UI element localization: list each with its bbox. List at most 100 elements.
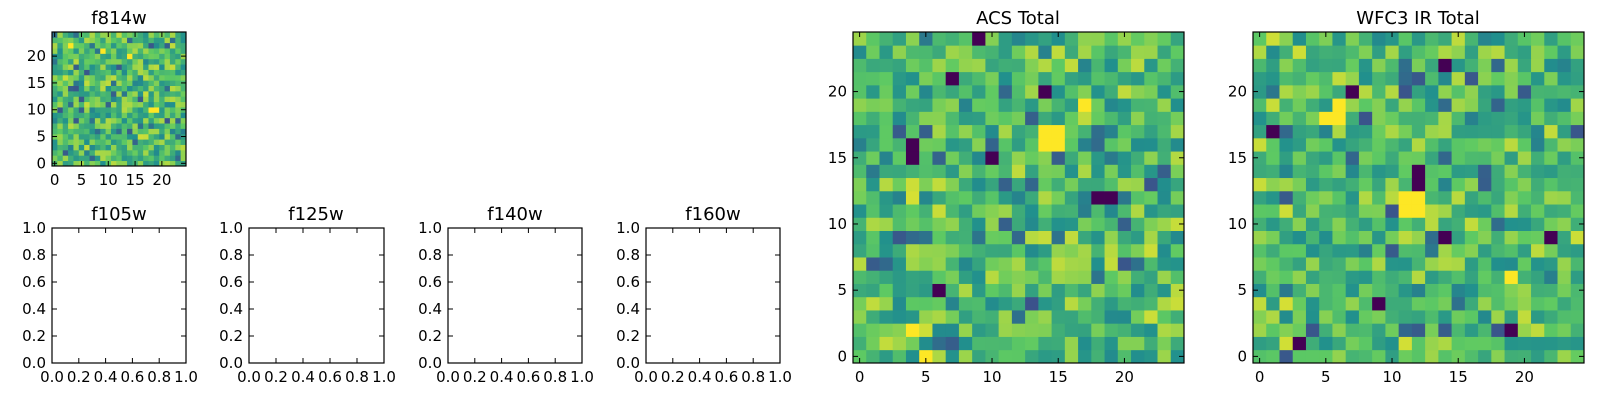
heatmap-cell: [985, 84, 1000, 99]
heatmap-cell: [879, 45, 894, 59]
heatmap-cell: [116, 133, 123, 140]
heatmap-cell: [169, 112, 176, 119]
heatmap-cell: [866, 98, 880, 112]
heatmap-cell: [116, 80, 123, 86]
heatmap-cell: [153, 85, 160, 92]
heatmap-cell: [105, 64, 112, 70]
heatmap-cell: [853, 32, 867, 46]
heatmap-cell: [958, 230, 973, 245]
heatmap-cell: [1266, 58, 1280, 73]
heatmap-cell: [1091, 164, 1105, 179]
heatmap-cell: [143, 32, 149, 38]
heatmap-cell: [1438, 323, 1452, 337]
heatmap-cell: [1411, 296, 1426, 311]
heatmap-cell: [1544, 84, 1558, 99]
heatmap-cell: [1144, 349, 1158, 364]
heatmap-cell: [1451, 71, 1466, 86]
heatmap-cell: [1504, 124, 1519, 139]
heatmap-cell: [1051, 310, 1066, 324]
heatmap-cell: [143, 155, 149, 162]
heatmap-cell: [100, 32, 106, 38]
heatmap-cell: [1292, 217, 1307, 231]
heatmap-cell: [1279, 32, 1294, 46]
heatmap-cell: [945, 310, 960, 324]
heatmap-cell: [1051, 243, 1066, 258]
heatmap-cell: [853, 151, 867, 165]
heatmap-cell: [1279, 310, 1294, 324]
heatmap-cell: [180, 32, 187, 38]
x-tick-label: 1.0: [174, 368, 198, 386]
heatmap-cell: [972, 151, 986, 165]
heatmap-cell: [137, 69, 144, 76]
heatmap-cell: [866, 270, 880, 284]
heatmap-cell: [148, 149, 155, 156]
heatmap-cell: [1051, 58, 1066, 73]
heatmap-cell: [1292, 164, 1307, 179]
heatmap-cell: [1104, 151, 1119, 165]
heatmap-cell: [1358, 257, 1373, 271]
heatmap-cell: [1253, 257, 1267, 271]
heatmap-cell: [1091, 71, 1105, 86]
heatmap-cell: [57, 90, 64, 97]
heatmap-cell: [866, 336, 880, 351]
heatmap-cell: [879, 257, 894, 271]
heatmap-cell: [164, 85, 171, 92]
heatmap-cell: [1319, 177, 1333, 192]
heatmap-cell: [1332, 310, 1347, 324]
x-tick-label: 20: [152, 171, 171, 189]
heatmap-cell: [1425, 323, 1439, 337]
heatmap-cell: [132, 144, 139, 151]
heatmap-cell: [110, 42, 117, 49]
heatmap-cell: [1451, 257, 1466, 271]
heatmap-cell: [110, 107, 117, 113]
heatmap-cell: [985, 349, 1000, 364]
heatmap-cell: [1358, 32, 1373, 46]
heatmap-cell: [1372, 270, 1386, 284]
heatmap-cell: [866, 349, 880, 364]
heatmap-cell: [148, 85, 155, 92]
heatmap-cell: [73, 144, 80, 151]
heatmap-cell: [1104, 283, 1119, 298]
heatmap-cell: [1104, 296, 1119, 311]
heatmap-cell: [164, 53, 171, 60]
heatmap-cell: [62, 160, 69, 167]
heatmap-cell: [1478, 84, 1492, 99]
heatmap-cell: [1157, 336, 1172, 351]
heatmap-cell: [1131, 137, 1145, 152]
heatmap-cell: [52, 155, 58, 162]
heatmap-cell: [1078, 190, 1092, 205]
panel-f105w: f105w 0.0 0.2 0.4 0.6 0.8 1.0 0.00.20.40.60.8…: [22, 204, 198, 386]
heatmap-cell: [1557, 58, 1572, 73]
heatmap-cell: [1144, 177, 1158, 192]
heatmap-cell: [945, 270, 960, 284]
heatmap-cell: [159, 74, 165, 81]
heatmap-cell: [1104, 45, 1119, 59]
heatmap-cell: [73, 69, 80, 76]
heatmap-cell: [1411, 283, 1426, 298]
heatmap-cell: [1104, 32, 1119, 46]
heatmap-cell: [68, 42, 74, 49]
heatmap-cell: [879, 217, 894, 231]
heatmap-cell: [1491, 124, 1505, 139]
heatmap-cell: [180, 64, 187, 70]
heatmap-cell: [1157, 323, 1172, 337]
heatmap-cell: [1398, 177, 1413, 192]
heatmap-cell: [84, 123, 90, 129]
heatmap-cell: [1478, 310, 1492, 324]
heatmap-cell: [1570, 310, 1585, 324]
heatmap-cell: [1117, 323, 1132, 337]
heatmap-cell: [105, 58, 112, 65]
heatmap-cell: [958, 336, 973, 351]
heatmap-cell: [919, 84, 933, 99]
heatmap-cell: [52, 139, 58, 145]
x-tick-label: 0.2: [67, 368, 91, 386]
panel-title: f814w: [91, 8, 146, 29]
heatmap-cell: [945, 296, 960, 311]
heatmap-cell: [1332, 84, 1347, 99]
heatmap-cell: [1411, 124, 1426, 139]
x-tick-label: 0.8: [345, 368, 369, 386]
heatmap-cell: [1253, 58, 1267, 73]
heatmap-cell: [89, 85, 96, 92]
x-tick-label: 5: [77, 171, 87, 189]
heatmap-cell: [1464, 151, 1479, 165]
